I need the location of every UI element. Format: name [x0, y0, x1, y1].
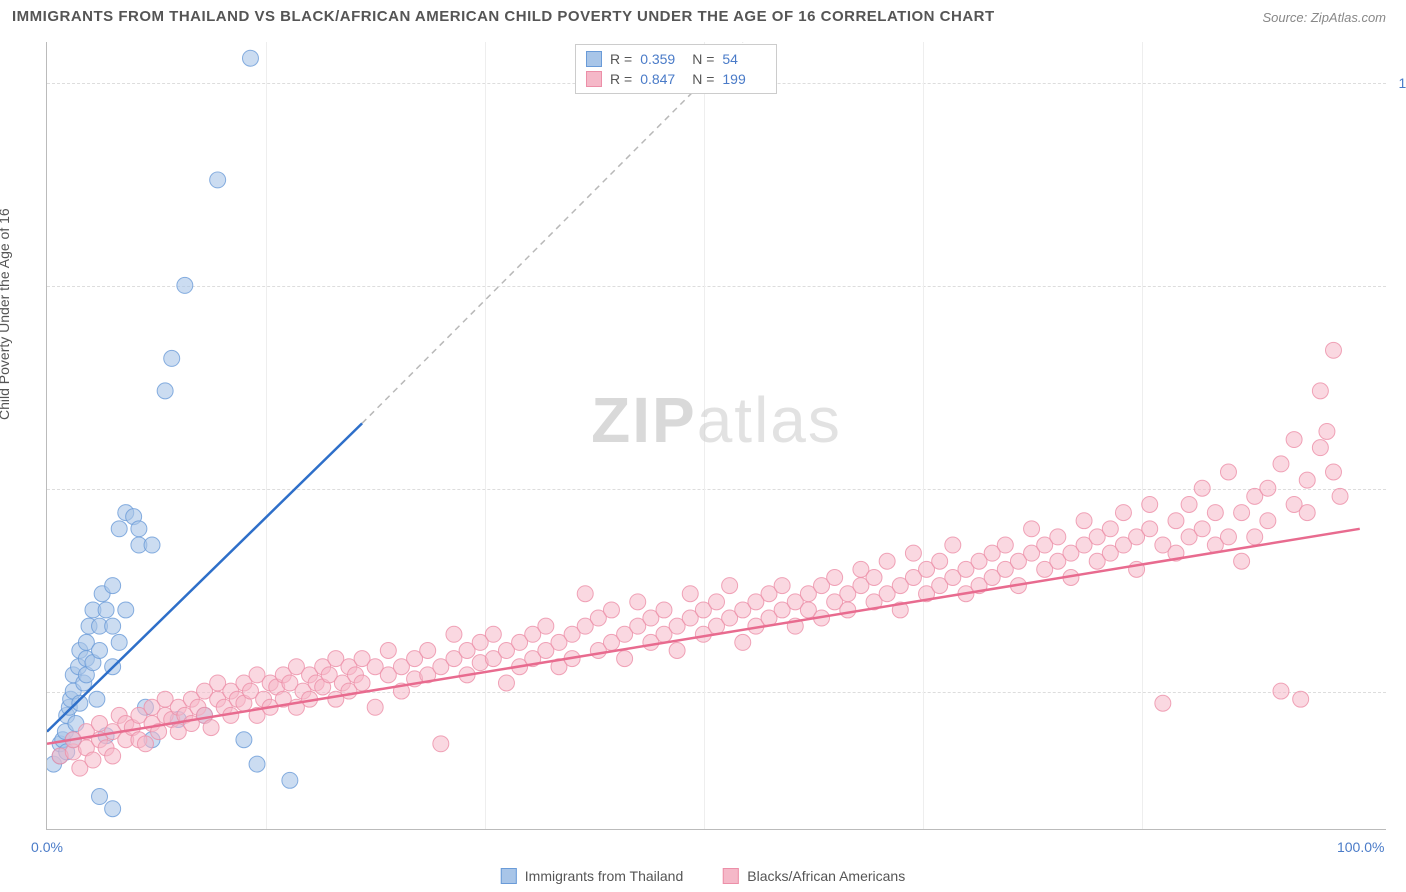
stats-n-label2: N =: [692, 71, 714, 87]
legend-label-series1: Immigrants from Thailand: [525, 868, 683, 884]
stats-n-label: N =: [692, 51, 714, 67]
stats-r-label2: R =: [610, 71, 632, 87]
y-axis-label: Child Poverty Under the Age of 16: [0, 208, 12, 420]
x-tick-label: 0.0%: [31, 839, 63, 855]
stats-r-value-1: 0.359: [640, 51, 684, 67]
x-tick-label: 100.0%: [1337, 839, 1384, 855]
stats-n-value-1: 54: [722, 51, 766, 67]
legend-item-series2: Blacks/African Americans: [723, 868, 905, 884]
stats-row-series2: R = 0.847 N = 199: [586, 69, 766, 89]
chart-title: IMMIGRANTS FROM THAILAND VS BLACK/AFRICA…: [12, 8, 995, 25]
stats-legend-box: R = 0.359 N = 54 R = 0.847 N = 199: [575, 44, 777, 94]
stats-swatch-series1: [586, 51, 602, 67]
stats-n-value-2: 199: [722, 71, 766, 87]
legend-item-series1: Immigrants from Thailand: [501, 868, 683, 884]
y-tick-label: 100.0%: [1399, 75, 1406, 91]
plot-area: ZIPatlas 25.0%50.0%75.0%100.0%0.0%100.0%: [46, 42, 1386, 830]
legend-bottom: Immigrants from Thailand Blacks/African …: [501, 868, 905, 884]
source-label: Source: ZipAtlas.com: [1262, 10, 1386, 25]
stats-swatch-series2: [586, 71, 602, 87]
legend-swatch-series2: [723, 868, 739, 884]
legend-label-series2: Blacks/African Americans: [747, 868, 905, 884]
stats-r-value-2: 0.847: [640, 71, 684, 87]
scatter-plot-svg: [47, 42, 1386, 829]
chart-container: IMMIGRANTS FROM THAILAND VS BLACK/AFRICA…: [0, 0, 1406, 892]
stats-r-label: R =: [610, 51, 632, 67]
stats-row-series1: R = 0.359 N = 54: [586, 49, 766, 69]
legend-swatch-series1: [501, 868, 517, 884]
